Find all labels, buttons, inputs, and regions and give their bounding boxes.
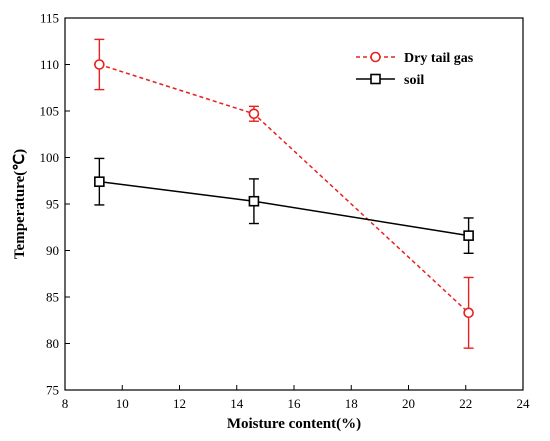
data-point bbox=[463, 230, 474, 241]
plot-frame bbox=[64, 17, 524, 391]
y-tick-label: 105 bbox=[40, 104, 60, 119]
x-axis-title: Moisture content(%) bbox=[227, 416, 361, 432]
x-tick-label: 16 bbox=[288, 396, 302, 411]
y-tick-label: 115 bbox=[40, 11, 59, 26]
series-layer bbox=[94, 38, 474, 349]
series-line bbox=[99, 180, 469, 237]
x-tick-label: 12 bbox=[173, 396, 186, 411]
legend-label: Dry tail gas bbox=[404, 51, 474, 66]
y-tick-label: 80 bbox=[46, 336, 59, 351]
y-axis-ticks: 75 80 85 90 95 100 105 110 115 bbox=[40, 11, 70, 398]
data-point bbox=[248, 195, 260, 207]
data-point bbox=[248, 108, 260, 120]
data-point bbox=[463, 307, 474, 319]
x-tick-label: 20 bbox=[402, 396, 415, 411]
legend-marker bbox=[370, 51, 381, 63]
y-tick-label: 110 bbox=[40, 57, 59, 72]
y-tick-label: 95 bbox=[46, 197, 59, 212]
x-tick-label: 22 bbox=[459, 396, 472, 411]
legend-marker bbox=[370, 73, 381, 85]
y-tick-label: 85 bbox=[46, 290, 59, 305]
y-tick-label: 75 bbox=[46, 383, 59, 398]
x-axis-ticks: 8 10 12 14 16 18 20 22 24 bbox=[62, 385, 530, 411]
data-point bbox=[94, 176, 105, 187]
x-tick-label: 14 bbox=[230, 396, 244, 411]
x-tick-label: 18 bbox=[345, 396, 358, 411]
x-tick-label: 24 bbox=[517, 396, 531, 411]
y-axis-title: Temperature(℃) bbox=[12, 149, 28, 259]
series-1 bbox=[94, 38, 474, 349]
legend-label: soil bbox=[404, 73, 424, 88]
series-2 bbox=[94, 157, 474, 254]
x-tick-label: 8 bbox=[62, 396, 69, 411]
legend: Dry tail gas soil bbox=[356, 51, 474, 88]
x-tick-label: 10 bbox=[116, 396, 129, 411]
y-tick-label: 90 bbox=[46, 243, 59, 258]
data-point bbox=[94, 59, 105, 70]
y-tick-label: 100 bbox=[40, 150, 60, 165]
